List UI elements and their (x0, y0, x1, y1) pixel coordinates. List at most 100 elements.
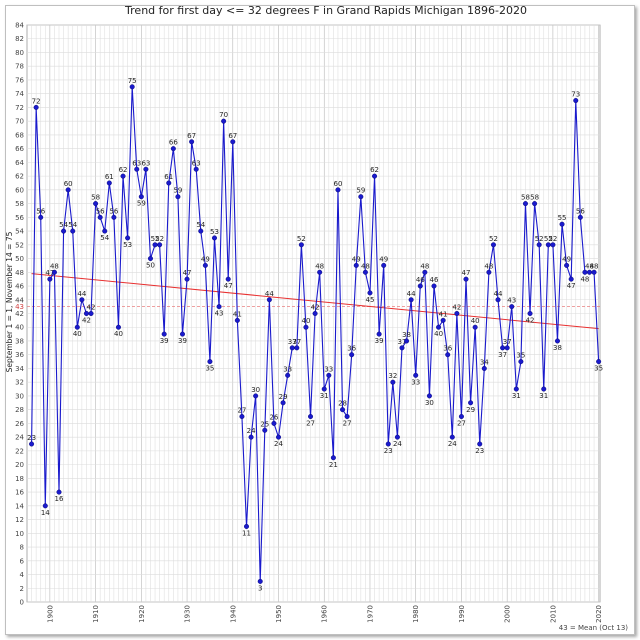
y-tick-label: 32 (15, 379, 24, 387)
y-tick-label: 12 (15, 516, 24, 524)
data-point (61, 228, 67, 234)
y-tick-label: 2 (20, 585, 24, 593)
data-label: 37 (498, 351, 507, 359)
data-point (234, 317, 240, 323)
y-tick-label: 26 (15, 420, 24, 428)
data-label: 66 (169, 139, 178, 147)
y-tick-label: 80 (15, 49, 24, 57)
data-point (56, 489, 62, 495)
data-label: 14 (41, 509, 50, 517)
data-point (211, 235, 217, 241)
data-point (125, 235, 131, 241)
data-label: 63 (132, 159, 141, 167)
data-point (312, 311, 318, 317)
data-label: 54 (68, 221, 77, 229)
data-point (454, 311, 460, 317)
data-label: 53 (123, 241, 132, 249)
data-point (253, 393, 259, 399)
data-label: 37 (398, 338, 407, 346)
data-point (161, 331, 167, 337)
y-tick-label: 4 (20, 571, 25, 579)
data-label: 73 (571, 91, 580, 99)
data-point (495, 297, 501, 303)
data-point (138, 194, 144, 200)
x-tick-label: 1960 (321, 605, 329, 623)
y-tick-label: 62 (15, 173, 24, 181)
data-point (257, 578, 263, 584)
data-point (184, 276, 190, 282)
data-point (358, 194, 364, 200)
y-tick-label: 14 (15, 502, 24, 510)
data-label: 70 (219, 111, 228, 119)
data-label: 39 (160, 337, 169, 345)
data-point (106, 180, 112, 186)
data-label: 42 (82, 317, 91, 325)
data-point (97, 214, 103, 220)
data-point (321, 386, 327, 392)
data-label: 56 (96, 207, 105, 215)
data-label: 46 (430, 276, 439, 284)
data-point (344, 414, 350, 420)
data-point (413, 372, 419, 378)
data-label: 16 (55, 495, 64, 503)
x-tick-label: 1900 (46, 605, 54, 623)
data-point (175, 194, 181, 200)
data-point (271, 420, 277, 426)
y-tick-label: 46 (15, 283, 24, 291)
data-label: 67 (187, 132, 196, 140)
data-point (390, 379, 396, 385)
data-label: 75 (128, 77, 137, 85)
y-tick-label: 22 (15, 447, 24, 455)
data-point (417, 283, 423, 289)
data-label: 43 (507, 297, 516, 305)
data-point (79, 297, 85, 303)
data-point (349, 352, 355, 358)
data-point (481, 365, 487, 371)
data-point (143, 166, 149, 172)
data-point (381, 262, 387, 268)
data-point (83, 311, 89, 317)
data-label: 56 (576, 207, 585, 215)
data-label: 41 (439, 310, 448, 318)
data-point (207, 359, 213, 365)
data-point (335, 187, 341, 193)
data-point (317, 269, 323, 275)
data-label: 11 (242, 529, 251, 537)
data-label: 48 (315, 262, 324, 270)
y-tick-label: 82 (15, 35, 24, 43)
data-label: 59 (173, 187, 182, 195)
data-label: 59 (137, 200, 146, 208)
data-label: 47 (462, 269, 471, 277)
data-label: 21 (329, 461, 338, 469)
data-label: 40 (73, 330, 82, 338)
data-point (568, 276, 574, 282)
data-label: 47 (224, 282, 233, 290)
y-tick-label: 76 (15, 76, 24, 84)
data-point (404, 338, 410, 344)
data-label: 49 (201, 255, 210, 263)
data-label: 44 (77, 290, 86, 298)
data-point (477, 441, 483, 447)
data-point (449, 434, 455, 440)
data-label: 27 (457, 420, 466, 428)
data-point (170, 146, 176, 152)
mean-note: 43 = Mean (Oct 13) (559, 624, 628, 632)
y-tick-label: 72 (15, 104, 24, 112)
data-label: 27 (343, 420, 352, 428)
data-point (509, 304, 515, 310)
data-label: 61 (105, 173, 114, 181)
data-label: 54 (100, 234, 109, 242)
y-tick-label: 52 (15, 241, 24, 249)
data-point (468, 400, 474, 406)
data-label: 53 (210, 228, 219, 236)
data-point (230, 139, 236, 145)
y-tick-label: 58 (15, 200, 24, 208)
x-tick-label: 1940 (229, 605, 237, 623)
data-label: 48 (420, 262, 429, 270)
data-label: 47 (45, 269, 54, 277)
data-point (554, 338, 560, 344)
data-label: 23 (27, 434, 36, 442)
data-label: 38 (553, 344, 562, 352)
data-label: 42 (452, 304, 461, 312)
